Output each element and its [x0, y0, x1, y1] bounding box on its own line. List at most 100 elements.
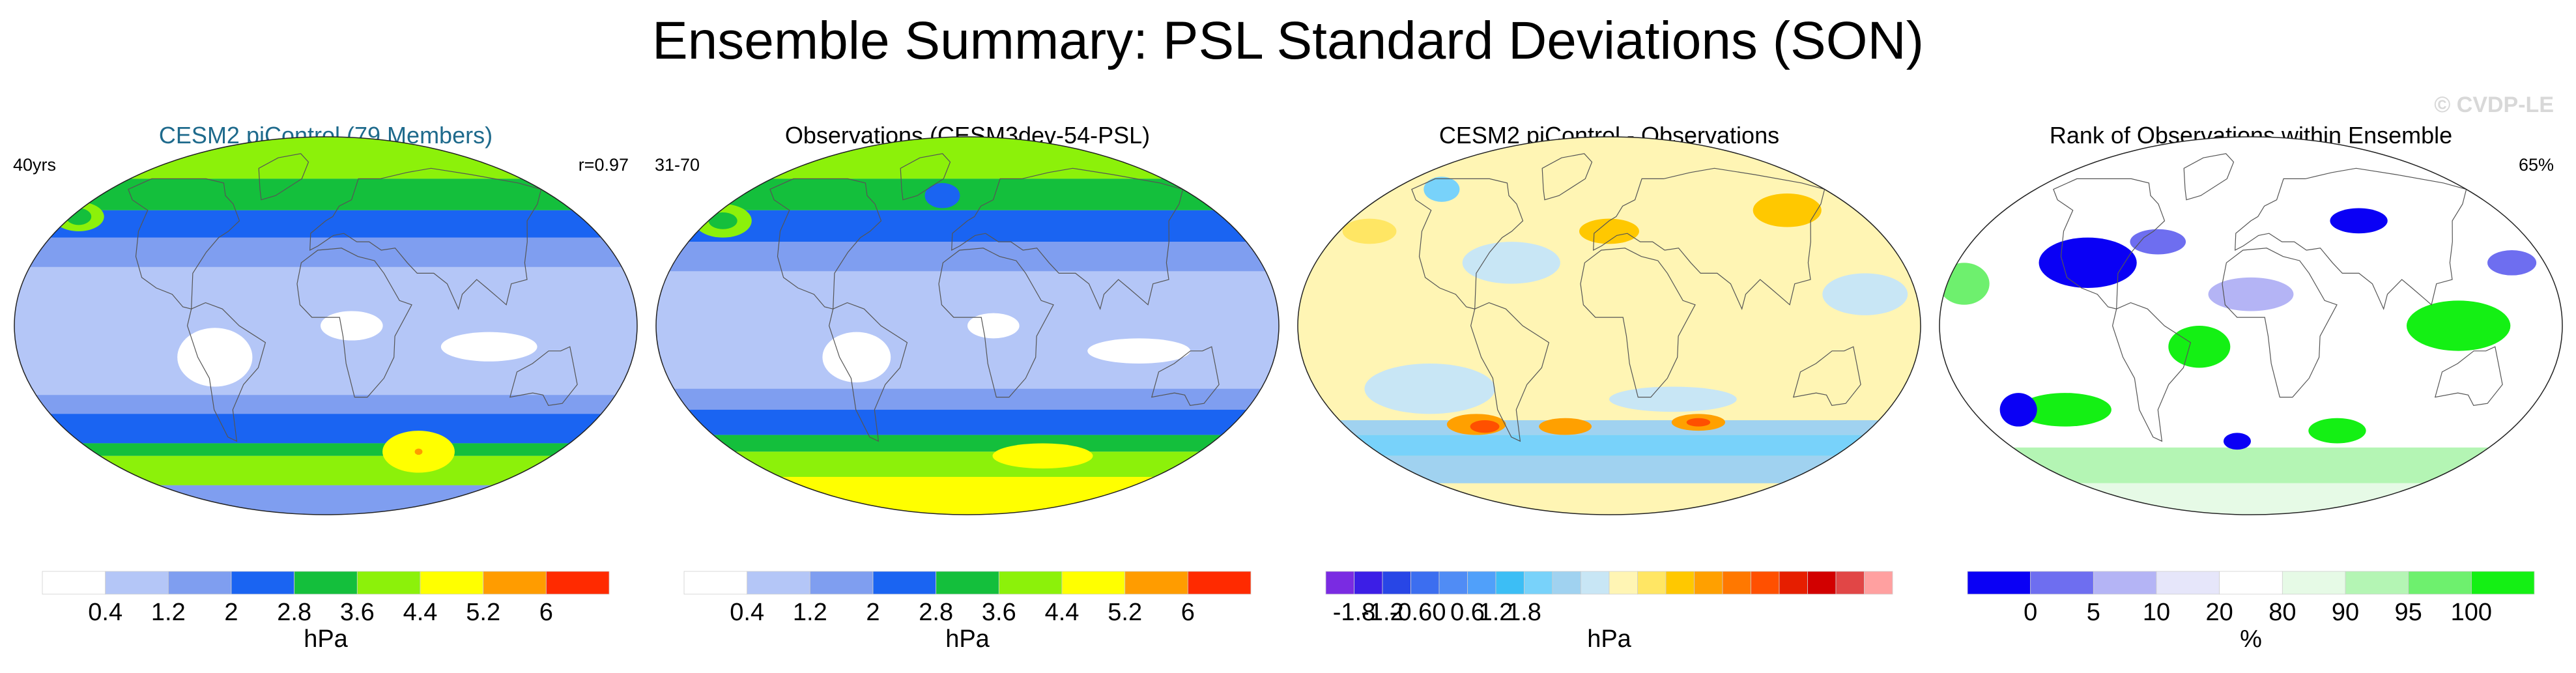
coastline [2183, 153, 2235, 201]
panel-left-label: 31-70 [655, 155, 700, 175]
field-blob [708, 212, 737, 229]
field-band [688, 210, 1247, 242]
colorbar-swatch [1581, 571, 1610, 595]
field-band [1383, 455, 1835, 483]
colorbar-swatch [294, 571, 358, 595]
field-blob [1822, 273, 1908, 315]
colorbar-tick-label: 0 [2024, 599, 2037, 626]
colorbar-tick-label: 0 [1432, 599, 1446, 626]
field-blob [321, 311, 383, 341]
coastlines [128, 153, 578, 442]
colorbar-tick-label: -1.8 [1333, 599, 1375, 626]
colorbar-tick-label: 2.8 [277, 599, 311, 626]
colorbar-swatch [483, 571, 547, 595]
colorbar-swatch [1665, 571, 1695, 595]
map-field [1298, 137, 1921, 515]
field-blob [1462, 242, 1560, 284]
colorbar-tick-label: -1.2 [1361, 599, 1403, 626]
field-blob [1939, 263, 1990, 305]
field-blob [822, 332, 891, 382]
colorbar: -1.8-1.2-0.6 0 0.61.21.8 hPa [1325, 571, 1893, 653]
field-band [721, 179, 1214, 210]
coastlines [1411, 153, 1861, 442]
field-band [780, 477, 1154, 515]
field-band [1339, 420, 1879, 435]
colorbar-tick-label: 2.8 [919, 599, 953, 626]
field-blob [1087, 338, 1191, 364]
coastline [1151, 346, 1220, 407]
panel-left-label: 40yrs [13, 155, 56, 175]
colorbar-unit: hPa [1587, 625, 1631, 653]
coastline [2111, 302, 2192, 442]
field-blob [967, 313, 1020, 339]
colorbar-swatch [420, 571, 484, 595]
field-blob [2208, 277, 2294, 311]
colorbar-swatch [1864, 571, 1893, 595]
colorbar-tick-label: 95 [2395, 599, 2422, 626]
colorbar-swatch [1694, 571, 1723, 595]
colorbar-tick-label: 2 [224, 599, 238, 626]
colorbar-swatch [1967, 571, 2031, 595]
colorbar-tick-label: 1.2 [1479, 599, 1513, 626]
field-blob [1342, 218, 1397, 244]
field-blob [1364, 364, 1495, 414]
colorbar-swatch [2345, 571, 2409, 595]
colorbar-swatch [1124, 571, 1188, 595]
colorbar-swatch [683, 571, 748, 595]
colorbar-tick-label: 5.2 [1108, 599, 1142, 626]
colorbar-unit: % [2240, 625, 2262, 653]
coastline [1411, 178, 1524, 309]
colorbar-swatch [1779, 571, 1808, 595]
field-blob [2223, 433, 2251, 450]
colorbar-swatch [42, 571, 106, 595]
field-band [29, 237, 622, 267]
colorbar: 0.4 1.2 2 2.8 3.6 4.4 5.2 6 hPa [683, 571, 1252, 653]
coastline [309, 167, 542, 311]
coastline [186, 302, 266, 442]
map-outline [14, 136, 638, 515]
field-blob [1609, 386, 1737, 412]
field-blob [1470, 420, 1500, 433]
coastlines [2053, 153, 2503, 442]
colorbar-tick-label: 20 [2206, 599, 2233, 626]
colorbar-swatch [2408, 571, 2472, 595]
coastline [900, 153, 951, 201]
field-band [36, 395, 616, 414]
field-band [81, 443, 570, 456]
map-outline [1297, 136, 1921, 515]
map-field [656, 137, 1279, 515]
colorbar: 0 5 10 20 80 90 95 100% [1967, 571, 2535, 653]
colorbar-swatch [1524, 571, 1553, 595]
field-blob [414, 448, 423, 455]
colorbar-swatch [1495, 571, 1524, 595]
colorbar-swatch [1751, 571, 1780, 595]
colorbar-swatch [1807, 571, 1837, 595]
panel-4: Rank of Observations within Ensemble65%0… [1939, 122, 2563, 653]
colorbar-swatch [936, 571, 999, 595]
field-band [2012, 447, 2489, 483]
colorbar-swatch [1609, 571, 1638, 595]
colorbar-swatch [1722, 571, 1751, 595]
field-blob [2407, 300, 2511, 351]
coastline [938, 248, 1054, 398]
coastline [128, 178, 240, 309]
colorbar-tick-label: 3.6 [982, 599, 1016, 626]
colorbar-tick-label: 80 [2268, 599, 2296, 626]
field-band [771, 137, 1164, 179]
panel-1: CESM2 piControl (79 Members)40yrs r=0.970… [13, 122, 638, 653]
field-band [735, 451, 1200, 477]
colorbar-tick-label: 0.6 [1450, 599, 1485, 626]
field-blob [1999, 393, 2037, 427]
colorbar-tick-label: 1.2 [151, 599, 186, 626]
colorbar-tick-label: 100 [2451, 599, 2492, 626]
field-blob [2487, 250, 2537, 276]
field-band [688, 409, 1247, 435]
field-blob [1686, 418, 1711, 427]
field-blob [1753, 193, 1822, 227]
colorbar-tick-label: 0.4 [730, 599, 764, 626]
field-blob [2168, 326, 2231, 368]
panel-2: Observations (CESM3dev-54-PSL)31-700.4 1.… [655, 122, 1280, 653]
colorbar-swatch [998, 571, 1063, 595]
colorbar-tick-label: 4.4 [403, 599, 438, 626]
